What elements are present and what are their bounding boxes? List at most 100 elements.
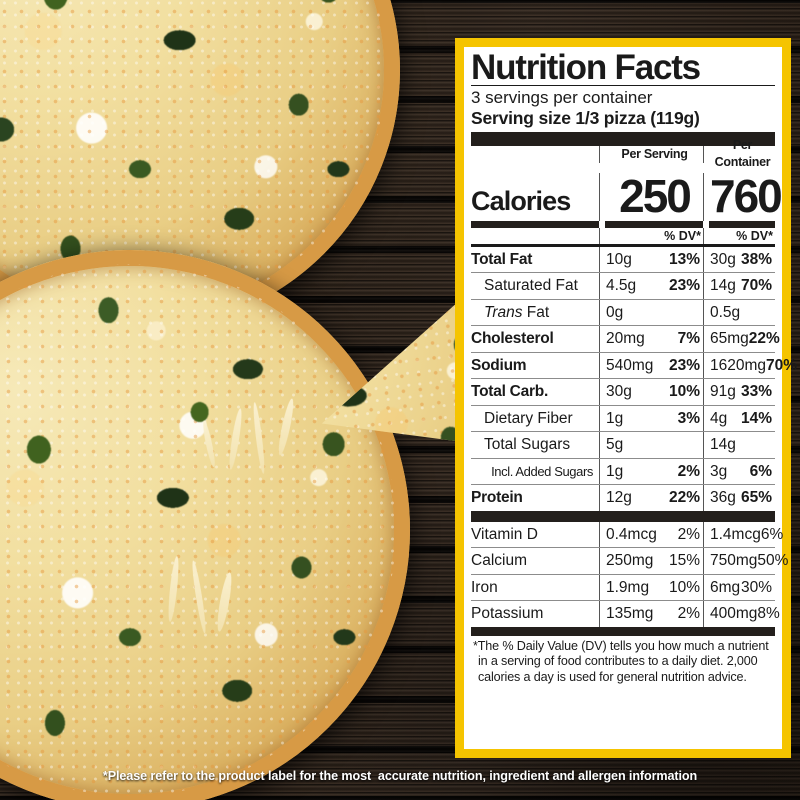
nutrient-daily-value: 13%: [668, 250, 700, 268]
micronutrient-name-cell: Potassium: [471, 601, 599, 627]
footnote-separator-bar: [471, 626, 775, 636]
nutrient-daily-value: 8%: [757, 605, 780, 623]
nutrient-amount: 4.5g: [606, 277, 637, 295]
micronutrient-name-cell: Calcium: [471, 548, 599, 574]
nutrient-amount: 1620mg: [710, 356, 767, 374]
calories-row: Calories 250 760: [471, 163, 783, 221]
calories-underline: [471, 220, 775, 228]
column-header-per-container: Per Container: [703, 138, 775, 169]
row-divider: [471, 404, 775, 406]
nutrient-serving-cell: 12g 22%: [599, 485, 703, 511]
nutrient-daily-value: 23%: [668, 356, 700, 374]
dv-header-spacer: [471, 228, 599, 244]
nutrient-amount: 65mg: [710, 330, 749, 348]
nutrient-table: Total Fat 10g 13% 30g 38% Saturated Fat 4.5g 23…: [471, 246, 797, 511]
nutrient-name: Total Sugars: [484, 436, 571, 454]
nutrient-daily-value: 22%: [668, 489, 700, 507]
nutrient-amount: 1g: [606, 462, 624, 480]
nutrient-daily-value: 15%: [668, 552, 700, 570]
nutrient-container-cell: 14g 70%: [703, 273, 775, 299]
micronutrient-name: Vitamin D: [471, 525, 538, 543]
micronutrient-row: Calcium 250mg 15% 750mg 50%: [471, 548, 788, 574]
nutrient-amount: 36g: [710, 489, 736, 507]
nutrient-daily-value: 10%: [668, 578, 700, 596]
dv-header-container-cell: % DV*: [703, 227, 775, 244]
nutrient-row: Incl. Added Sugars 1g 2% 3g 6%: [471, 458, 775, 485]
nutrient-amount: 30g: [710, 250, 736, 268]
servings-per-container: 3 servings per container: [471, 87, 653, 107]
nutrient-amount: 14g: [710, 277, 736, 295]
nutrient-name: Trans Fat: [484, 303, 550, 321]
nutrient-row: Total Fat 10g 13% 30g 38%: [471, 246, 775, 273]
nutrient-amount: 250mg: [606, 552, 654, 570]
nutrient-amount: 135mg: [606, 605, 654, 623]
nutrient-name: Cholesterol: [471, 330, 554, 348]
nutrient-daily-value: 50%: [757, 552, 789, 570]
nutrient-serving-cell: 30g 10%: [599, 379, 703, 405]
nutrient-serving-cell: 10g 13%: [599, 246, 703, 273]
title-divider: [471, 84, 775, 86]
nutrient-daily-value: 65%: [740, 489, 772, 507]
nutrient-name-cell: Dietary Fiber: [471, 406, 599, 432]
nutrient-daily-value: 22%: [748, 330, 780, 348]
nutrient-amount: 6mg: [710, 578, 741, 596]
nutrient-row: Dietary Fiber 1g 3% 4g 14%: [471, 405, 775, 432]
nutrient-container-cell: 3g 6%: [703, 458, 775, 485]
nutrient-container-cell: 65mg 22%: [703, 326, 780, 352]
row-divider: [471, 573, 775, 575]
nutrient-serving-cell: 1g 2%: [599, 458, 703, 485]
column-header-per-serving: Per Serving: [599, 145, 703, 163]
nutrient-serving-cell: 0g: [599, 299, 703, 326]
footnote-line-3: calories a day is used for general nutri…: [478, 669, 747, 684]
nutrient-amount: 91g: [710, 383, 736, 401]
calories-serving-cell: 250: [599, 172, 703, 221]
nutrient-name-cell: Cholesterol: [471, 326, 599, 352]
nutrient-amount: 750mg: [710, 552, 758, 570]
nutrient-row: Sodium 540mg 23% 1620mg 70%: [471, 352, 797, 379]
nutrient-name: Saturated Fat: [484, 277, 578, 295]
daily-value-header-row: % DV* % DV*: [471, 227, 775, 244]
nutrient-row: Total Sugars 5g 14g: [471, 432, 775, 458]
nutrient-daily-value: 30%: [740, 578, 772, 596]
micronutrient-container-cell: 400mg 8%: [703, 601, 780, 627]
footnote-line-2: in a serving of food contributes to a da…: [478, 654, 758, 669]
nutrient-row: Total Carb. 30g 10% 91g 33%: [471, 379, 775, 405]
serving-size: Serving size 1/3 pizza (119g): [471, 108, 700, 129]
pizza-detached-slice: [227, 259, 460, 512]
nutrient-daily-value: 14%: [740, 409, 772, 427]
nutrient-row: Protein 12g 22% 36g 65%: [471, 485, 775, 511]
nutrient-amount: 400mg: [710, 605, 758, 623]
nutrient-daily-value: 38%: [740, 250, 772, 268]
nutrient-serving-cell: 4.5g 23%: [599, 273, 703, 299]
nutrient-daily-value: 7%: [677, 330, 700, 348]
nutrient-daily-value: 6%: [760, 525, 784, 543]
nutrient-daily-value: 23%: [668, 277, 700, 295]
micronutrient-name: Potassium: [471, 605, 544, 623]
micronutrient-row: Potassium 135mg 2% 400mg 8%: [471, 601, 780, 627]
nutrient-name: Incl. Added Sugars: [491, 463, 593, 479]
daily-value-footnote: *The % Daily Value (DV) tells you how mu…: [471, 636, 775, 686]
pizza-slice-wedge: [227, 259, 460, 512]
micronutrient-serving-cell: 0.4mcg 2%: [599, 521, 703, 548]
nutrition-facts-panel: Nutrition Facts 3 servings per container…: [455, 38, 797, 758]
calories-label: Calories: [471, 185, 571, 216]
nutrient-amount: 1.9mg: [606, 578, 650, 596]
nutrient-row: Saturated Fat 4.5g 23% 14g 70%: [471, 273, 775, 299]
row-divider: [471, 600, 775, 602]
nutrient-amount: 10g: [606, 250, 632, 268]
micronutrient-name: Calcium: [471, 552, 527, 570]
nutrient-name: Sodium: [471, 356, 527, 374]
nutrient-amount: 12g: [606, 489, 632, 507]
row-divider: [471, 431, 775, 433]
nutrient-amount: 3g: [710, 462, 728, 480]
nutrient-amount: 30g: [606, 383, 632, 401]
nutrient-daily-value: 10%: [668, 383, 700, 401]
nutrient-amount: 1g: [606, 409, 624, 427]
nutrient-daily-value: 2%: [677, 605, 700, 623]
nutrient-serving-cell: 540mg 23%: [599, 352, 703, 379]
nutrient-container-cell: 30g 38%: [703, 246, 775, 273]
micronutrient-table: Vitamin D 0.4mcg 2% 1.4mcg 6% Calcium 250mg 15%…: [471, 521, 788, 627]
micronutrient-serving-cell: 135mg 2%: [599, 601, 703, 627]
nutrient-container-cell: 14g: [703, 432, 775, 458]
row-divider: [471, 298, 775, 300]
